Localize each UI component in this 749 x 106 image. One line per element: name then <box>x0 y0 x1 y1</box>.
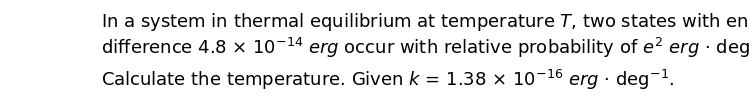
Text: In a system in thermal equilibrium at temperature $T$, two states with energy: In a system in thermal equilibrium at te… <box>101 11 749 33</box>
Text: difference 4.8 × $10^{-14}$ $erg$ occur with relative probability of $e^2$ $erg$: difference 4.8 × $10^{-14}$ $erg$ occur … <box>101 35 749 60</box>
Text: Calculate the temperature. Given $k$ = 1.38 × $10^{-16}$ $erg$ · deg$^{-1}$.: Calculate the temperature. Given $k$ = 1… <box>101 68 674 92</box>
